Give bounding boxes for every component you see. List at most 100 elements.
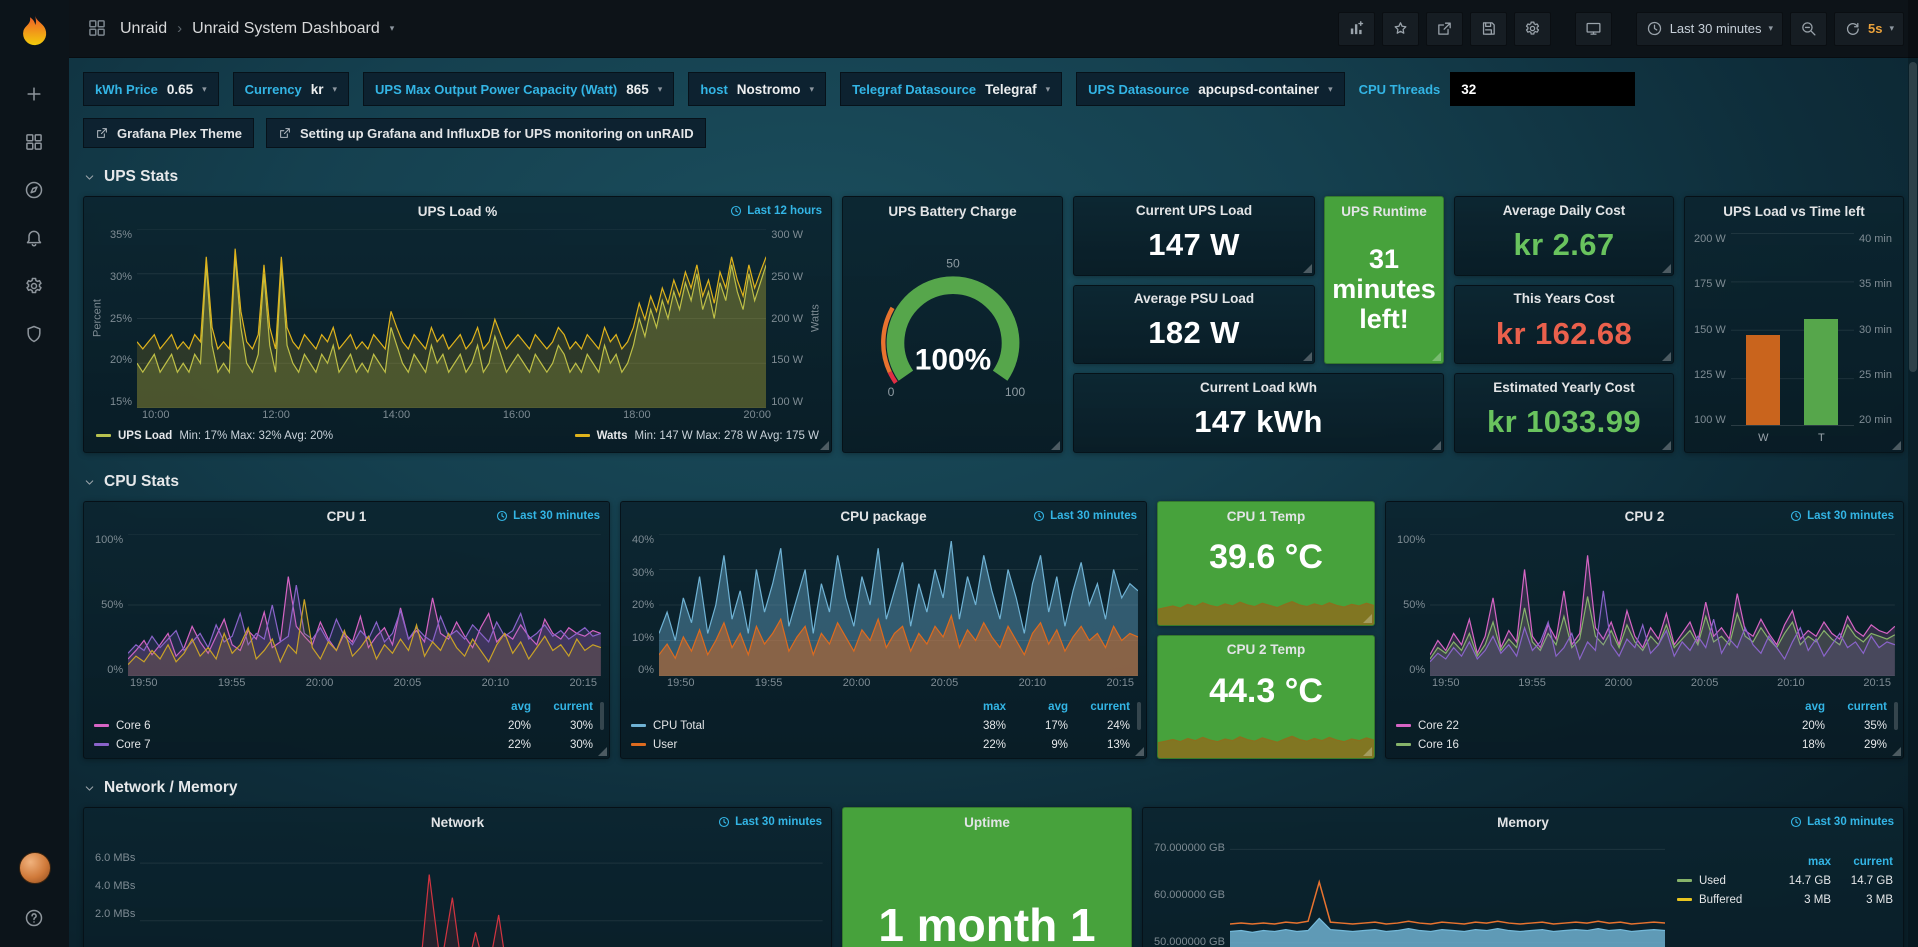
legend-item-core7: Core 7 22% 30%: [94, 735, 593, 754]
cpu-temp-column: CPU 1 Temp 39.6 °C CPU 2 Temp 44.3 °C: [1157, 501, 1375, 759]
user-avatar[interactable]: [18, 852, 51, 884]
variable-kwh-price[interactable]: kWh Price 0.65 ▾: [83, 72, 219, 106]
breadcrumb-root[interactable]: Unraid: [120, 19, 168, 37]
dashboard-settings-button[interactable]: [1513, 11, 1551, 46]
variable-telegraf-datasource[interactable]: Telegraf Datasource Telegraf ▾: [840, 72, 1063, 106]
legend-item-core22: Core 22 20% 35%: [1396, 716, 1887, 735]
link-ups-monitoring-guide[interactable]: Setting up Grafana and InfluxDB for UPS …: [266, 118, 706, 148]
panel-header[interactable]: This Years Cost: [1513, 291, 1615, 307]
cpu-threads-input[interactable]: [1450, 72, 1636, 106]
network-chart: [140, 840, 823, 947]
x-axis-ticks: 19:50 19:55 20:00 20:05 20:10 20:15: [1432, 677, 1891, 689]
share-button[interactable]: [1425, 11, 1463, 46]
page-scrollbar-thumb[interactable]: [1909, 62, 1917, 372]
legend-item-ups-load[interactable]: UPS Load Min: 17% Max: 32% Avg: 20%: [96, 430, 333, 442]
stat-value: kr 1033.99: [1487, 404, 1641, 440]
panel-header[interactable]: Network Last 30 minutes: [430, 814, 822, 830]
panel-header[interactable]: UPS Load % Last 12 hours: [417, 203, 822, 219]
panel-cpu1: CPU 1 Last 30 minutes 100% 50% 0% 19:50 19:…: [83, 501, 610, 759]
battery-gauge-value: 100%: [914, 343, 990, 376]
cpu1-chart: [128, 534, 601, 676]
legend-item-core16: Core 16 18% 29%: [1396, 735, 1887, 754]
stat-value: 147 kWh: [1194, 404, 1323, 440]
sidebar-nav: [24, 84, 45, 345]
external-link-icon: [97, 128, 107, 138]
legend-header[interactable]: max: [982, 700, 1006, 713]
configuration-gear-icon[interactable]: [24, 276, 45, 297]
alerting-bell-icon[interactable]: [24, 228, 45, 249]
panel-header[interactable]: Average Daily Cost: [1502, 202, 1626, 218]
legend-header[interactable]: current: [1853, 855, 1893, 868]
grafana-logo-icon[interactable]: [14, 12, 56, 54]
add-panel-button[interactable]: [1337, 11, 1375, 46]
caret-down-icon: ▾: [809, 83, 815, 94]
panel-header[interactable]: Average PSU Load: [1133, 291, 1255, 307]
panel-header[interactable]: UPS Battery Charge: [888, 203, 1017, 219]
legend-item-watts[interactable]: Watts Min: 147 W Max: 278 W Avg: 175 W: [574, 430, 819, 442]
panel-header[interactable]: UPS Runtime: [1341, 203, 1427, 219]
variable-ups-datasource[interactable]: UPS Datasource apcupsd-container ▾: [1076, 72, 1345, 106]
breadcrumb: Unraid › Unraid System Dashboard ▾: [120, 20, 394, 38]
explore-compass-icon[interactable]: [24, 180, 45, 201]
section-ups-stats[interactable]: UPS Stats: [69, 148, 1918, 196]
save-button[interactable]: [1469, 11, 1507, 46]
section-cpu-stats[interactable]: CPU Stats: [69, 453, 1918, 501]
chevron-right-icon: ›: [177, 20, 183, 37]
panel-header[interactable]: CPU 2 Temp: [1226, 642, 1306, 657]
y-axis-left-ticks: 40% 30% 20% 10% 0%: [632, 534, 655, 676]
panel-time-range: Last 30 minutes: [496, 510, 600, 522]
legend-scrollbar[interactable]: [1137, 702, 1141, 730]
caret-down-icon: ▾: [657, 83, 663, 94]
panel-header[interactable]: Current Load kWh: [1200, 379, 1317, 395]
panel-header[interactable]: Memory Last 30 minutes: [1497, 814, 1894, 830]
panel-estimated-yearly-cost: Estimated Yearly Cost kr 1033.99: [1454, 373, 1674, 454]
breadcrumb-dashboard-title[interactable]: Unraid System Dashboard: [192, 19, 380, 37]
panel-header[interactable]: CPU 1 Temp: [1226, 508, 1306, 524]
memory-chart: [1229, 840, 1665, 947]
variable-ups-max-output[interactable]: UPS Max Output Power Capacity (Watt) 865…: [363, 72, 675, 106]
help-icon[interactable]: [24, 908, 45, 929]
dashboards-icon[interactable]: [24, 132, 45, 153]
legend-header[interactable]: current: [1090, 700, 1130, 713]
section-network-memory[interactable]: Network / Memory: [69, 759, 1918, 807]
panel-header[interactable]: CPU 1 Last 30 minutes: [326, 508, 600, 524]
stat-value: 44.3 °C: [1209, 671, 1323, 710]
legend-scrollbar[interactable]: [600, 702, 604, 730]
legend-scrollbar[interactable]: [1894, 702, 1898, 730]
time-range-picker[interactable]: Last 30 minutes ▾: [1635, 11, 1783, 46]
panel-header[interactable]: Estimated Yearly Cost: [1493, 379, 1635, 395]
network-memory-row: Network Last 30 minutes 6.0 MBs 4.0 MBs 2.…: [69, 807, 1918, 947]
panel-ups-runtime: UPS Runtime 31 minutes left!: [1324, 196, 1444, 365]
panel-header[interactable]: Current UPS Load: [1135, 202, 1253, 218]
legend-header[interactable]: current: [1847, 700, 1887, 713]
panel-header[interactable]: UPS Load vs Time left: [1723, 203, 1865, 219]
legend-header[interactable]: avg: [1805, 700, 1825, 713]
legend-header[interactable]: max: [1807, 855, 1831, 868]
ups-load-chart: [137, 229, 767, 408]
legend-item-used: Used 14.7 GB 14.7 GB: [1677, 871, 1893, 890]
panel-header[interactable]: CPU 2 Last 30 minutes: [1624, 508, 1894, 524]
link-grafana-plex-theme[interactable]: Grafana Plex Theme: [83, 118, 254, 148]
panel-header[interactable]: CPU package Last 30 minutes: [840, 508, 1137, 524]
legend-header[interactable]: avg: [511, 700, 531, 713]
refresh-interval-label: 5s: [1868, 21, 1883, 36]
panel-memory: Memory Last 30 minutes 70.000000 GB 60.00…: [1142, 807, 1904, 947]
panel-header[interactable]: Uptime: [964, 814, 1010, 830]
legend: avg current Core 22 20% 35% Core 16 18% …: [1386, 694, 1903, 758]
cycle-view-tv-button[interactable]: [1574, 11, 1612, 46]
apps-grid-icon[interactable]: [87, 18, 108, 39]
variable-host[interactable]: host Nostromo ▾: [688, 72, 827, 106]
zoom-out-button[interactable]: [1790, 11, 1827, 46]
create-icon[interactable]: [24, 84, 45, 105]
legend: UPS Load Min: 17% Max: 32% Avg: 20% Watt…: [84, 426, 831, 452]
y-axis-right-ticks: 300 W 250 W 200 W 150 W 100 W: [771, 229, 803, 408]
variable-currency[interactable]: Currency kr ▾: [232, 72, 350, 106]
star-button[interactable]: [1381, 11, 1419, 46]
admin-shield-icon[interactable]: [24, 324, 45, 345]
refresh-button[interactable]: 5s ▾: [1834, 11, 1904, 46]
panel-cpu2-temp: CPU 2 Temp 44.3 °C: [1157, 634, 1375, 759]
caret-down-icon[interactable]: ▾: [389, 23, 395, 33]
legend-header[interactable]: avg: [1048, 700, 1068, 713]
legend-header[interactable]: current: [553, 700, 593, 713]
